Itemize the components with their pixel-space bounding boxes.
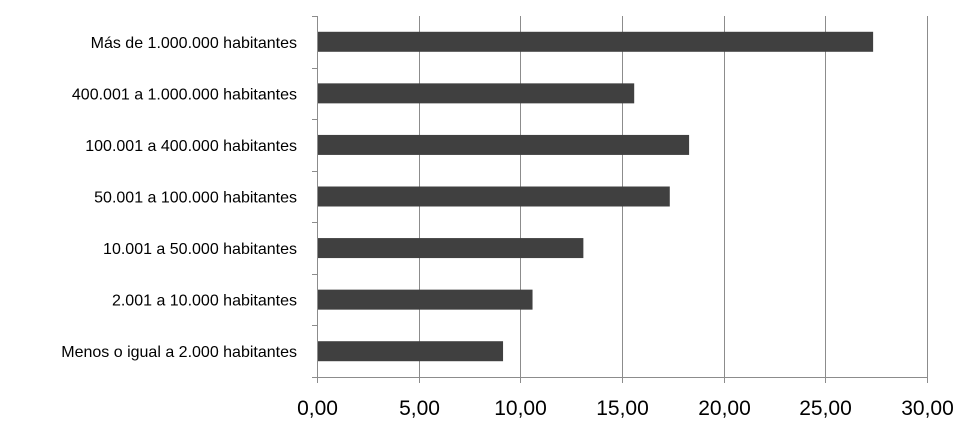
bar [318, 31, 874, 52]
bar [318, 289, 533, 310]
category-label: 50.001 a 100.000 habitantes [94, 190, 297, 207]
category-label: Menos o igual a 2.000 habitantes [61, 344, 297, 361]
x-tick-label: 25,00 [799, 397, 852, 420]
bar [318, 186, 670, 207]
category-label: 100.001 a 400.000 habitantes [85, 138, 297, 155]
x-tick-label: 0,00 [297, 397, 338, 420]
x-tick-label: 20,00 [698, 397, 751, 420]
category-label: 400.001 a 1.000.000 habitantes [72, 86, 297, 103]
bar [318, 83, 635, 104]
bar [318, 134, 690, 155]
axes [312, 16, 928, 383]
x-tick-labels: 0,00 5,00 10,00 15,00 20,00 25,00 30,00 [297, 397, 954, 420]
bars [318, 31, 874, 362]
x-tick-label: 5,00 [399, 397, 440, 420]
x-tick-label: 15,00 [596, 397, 649, 420]
x-tick-label: 10,00 [494, 397, 547, 420]
bar [318, 238, 584, 259]
category-labels: Más de 1.000.000 habitantes 400.001 a 1.0… [61, 35, 297, 361]
category-label: Más de 1.000.000 habitantes [91, 35, 297, 52]
bar [318, 341, 504, 362]
category-label: 2.001 a 10.000 habitantes [112, 293, 297, 310]
category-label: 10.001 a 50.000 habitantes [103, 241, 297, 258]
x-tick-label: 30,00 [901, 397, 954, 420]
